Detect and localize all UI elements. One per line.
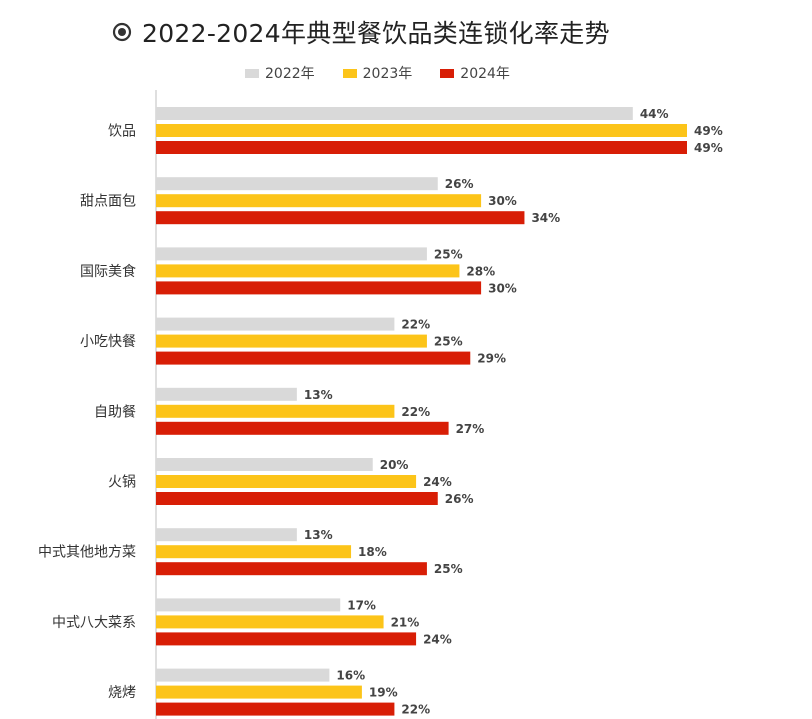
legend-item: 2023年: [342, 63, 413, 83]
category-label: 饮品: [108, 124, 136, 140]
data-label: 20%: [380, 458, 409, 472]
bar: [156, 334, 427, 348]
data-label: 13%: [304, 388, 333, 402]
bar: [156, 492, 438, 505]
legend-swatch: [342, 68, 357, 78]
bar: [156, 351, 471, 365]
data-label: 24%: [423, 475, 452, 489]
data-label: 25%: [434, 247, 463, 261]
legend-item: 2022年: [245, 63, 315, 83]
legend-item: 2024年: [440, 63, 510, 83]
bar: [156, 404, 395, 418]
data-label: 22%: [401, 405, 430, 419]
bar: [156, 458, 373, 471]
data-label: 49%: [694, 124, 723, 138]
data-label: 19%: [369, 686, 398, 700]
data-label: 30%: [488, 281, 517, 295]
bar: [156, 194, 482, 208]
data-label: 44%: [640, 107, 669, 121]
data-label: 22%: [401, 703, 430, 717]
bar: [156, 702, 395, 716]
data-label: 25%: [434, 335, 463, 349]
legend-label: 2022年: [265, 66, 315, 82]
data-label: 25%: [434, 562, 463, 576]
data-label: 49%: [694, 141, 723, 155]
bar: [156, 264, 460, 278]
bar: [156, 598, 341, 612]
data-label: 34%: [531, 211, 560, 225]
bar: [156, 141, 687, 154]
bar: [156, 562, 427, 576]
bar: [156, 615, 384, 629]
data-label: 24%: [423, 632, 452, 646]
data-label: 28%: [466, 264, 495, 278]
data-label: 27%: [456, 422, 485, 436]
data-label: 22%: [401, 318, 430, 332]
category-label: 烧烤: [108, 685, 136, 701]
bar: [156, 107, 633, 120]
bar: [156, 124, 687, 137]
legend-label: 2024年: [460, 66, 510, 82]
target-circle-icon: [112, 22, 132, 42]
chart-title: 2022-2024年典型餐饮品类连锁化率走势: [142, 19, 610, 48]
data-label: 26%: [445, 177, 474, 191]
bar: [156, 632, 417, 646]
bar: [156, 387, 297, 401]
data-label: 16%: [336, 669, 365, 683]
legend: 2022年 2023年 2024年: [245, 63, 510, 83]
bar: [156, 247, 427, 261]
category-label: 火锅: [108, 475, 136, 491]
data-label: 21%: [391, 615, 420, 629]
bar: [156, 685, 362, 699]
category-label: 小吃快餐: [80, 334, 136, 350]
data-label: 30%: [488, 194, 517, 208]
category-label: 甜点面包: [80, 194, 136, 210]
category-label: 国际美食: [80, 263, 136, 280]
data-label: 26%: [445, 492, 474, 506]
bar: [156, 281, 482, 295]
data-label: 29%: [477, 352, 506, 366]
data-label: 17%: [347, 598, 376, 612]
category-label: 中式其他地方菜: [38, 545, 136, 561]
data-label: 13%: [304, 528, 333, 542]
bar: [156, 668, 330, 682]
bar: [156, 317, 395, 331]
legend-swatch: [245, 68, 259, 78]
chart-title-wrap: 2022-2024年典型餐饮品类连锁化率走势: [112, 14, 610, 50]
bar: [156, 475, 417, 488]
bar: [156, 211, 525, 225]
category-label: 自助餐: [94, 404, 136, 420]
bar: [156, 177, 438, 191]
data-label: 18%: [358, 545, 387, 559]
bar: [156, 421, 449, 435]
bar: [156, 545, 352, 559]
legend-swatch: [440, 68, 455, 78]
bar: [156, 528, 297, 542]
legend-label: 2023年: [362, 66, 413, 82]
category-label: 中式八大菜系: [52, 615, 136, 631]
